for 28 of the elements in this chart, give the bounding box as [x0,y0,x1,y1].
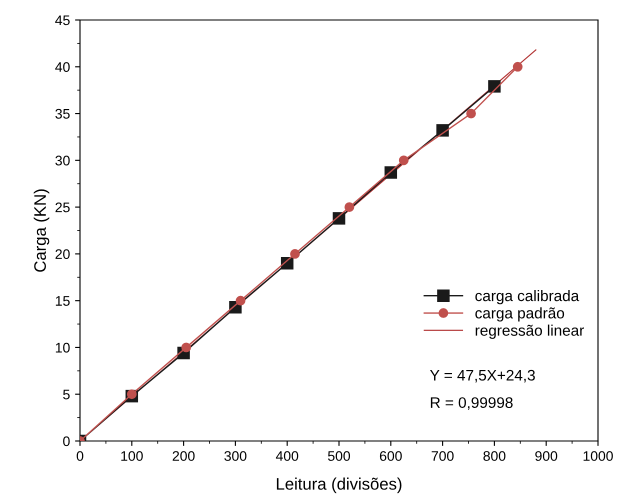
x-axis-title: Leitura (divisões) [276,478,402,494]
x-tick-label: 1000 [584,451,613,461]
x-tick-label: 400 [276,451,298,461]
x-tick-label: 100 [121,451,143,461]
x-tick-label: 900 [535,451,558,461]
y-tick-label: 10 [56,342,70,353]
x-tick-label: 300 [224,451,246,461]
y-tick-label: 45 [55,15,70,26]
annotation: Y = 47,5X+24,3 [430,370,535,382]
legend-label: carga padrão [475,307,564,322]
y-tick-label: 40 [55,62,70,72]
y-tick-label: 35 [55,108,70,119]
y-tick-label: 25 [56,202,70,212]
annotation: R = 0,99998 [430,397,513,410]
x-tick-label: 800 [483,451,506,461]
x-tick-label: 500 [328,451,350,461]
y-tick-label: 30 [55,156,70,166]
x-tick-label: 200 [172,451,195,461]
y-tick-label: 20 [56,249,70,260]
y-tick-label: 0 [63,436,70,446]
y-tick-label: 5 [63,390,70,400]
legend-label: carga calibrada [475,290,580,304]
x-tick-label: 600 [380,451,402,461]
x-tick-label: 0 [76,451,84,461]
legend-label: regressão linear [476,324,584,339]
y-tick-label: 15 [56,296,70,306]
x-tick-label: 700 [432,451,454,461]
y-axis-title: Carga (KN) [34,189,50,272]
